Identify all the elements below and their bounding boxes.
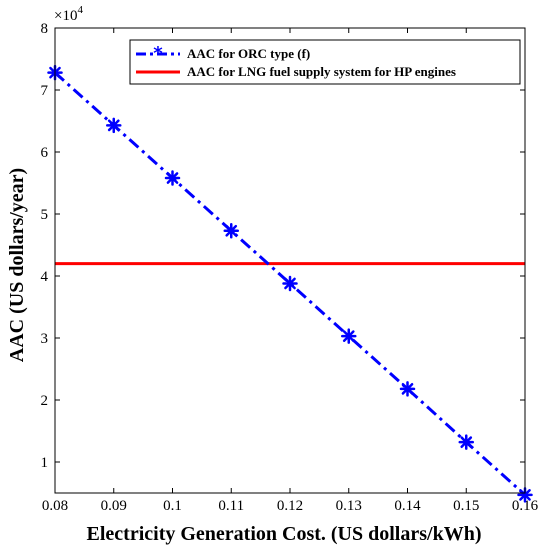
y-tick-label: 6 [41,145,49,161]
marker-stroke [519,489,531,501]
marker-stroke [107,119,120,132]
data-point-orc [458,434,474,450]
x-tick-label: 0.15 [453,498,479,514]
marker-stroke [284,277,296,290]
data-point-orc [223,222,239,239]
legend-marker-asterisk: * [153,43,163,64]
y-tick-label: 3 [41,331,49,347]
x-axis: 0.08 0.09 0.1 0.11 0.12 0.13 0.14 0.15 0.16 [42,28,539,514]
x-tick-label: 0.09 [101,498,127,514]
y-axis: 1 2 3 4 5 6 7 8 [41,21,525,471]
x-tick-label: 0.08 [42,498,68,514]
marker-stroke [225,224,238,237]
legend-box [129,39,521,85]
x-axis-label: Electricity Generation Cost. (US dollars… [87,523,482,545]
plot-area [55,28,525,493]
legend-label-orc: AAC for ORC type (f) [187,46,310,61]
plot-background [55,28,525,493]
x-tick-label: 0.1 [163,498,182,514]
data-point-orc [341,328,357,344]
legend-label-lng: AAC for LNG fuel supply system for HP en… [187,64,456,79]
series-layer [47,64,533,503]
legend: * AAC for ORC type (f) AAC for LNG fuel … [129,39,521,85]
y-tick-label: 5 [41,207,49,223]
x-tick-label: 0.12 [277,498,303,514]
marker-stroke [342,330,355,342]
marker-stroke [460,436,473,449]
y-tick-label: 4 [41,269,49,285]
series-line-orc [53,71,527,496]
data-point-orc [106,117,122,134]
x-tick-label: 0.14 [394,498,421,514]
y-tick-label: 7 [41,83,49,99]
y-axis-multiplier: ×104 [54,4,83,24]
y-axis-label: AAC (US dollars/year) [6,168,28,362]
marker-stroke [166,172,179,184]
data-point-orc [164,170,181,186]
x-tick-label: 0.16 [512,498,539,514]
marker-stroke [401,382,414,395]
plot-border [54,27,526,494]
y-tick-label: 2 [41,393,49,409]
y-tick-label: 1 [41,455,49,471]
x-tick-label: 0.11 [218,498,244,514]
data-point-orc [399,381,416,397]
data-point-orc [282,275,298,292]
x-tick-label: 0.13 [336,498,362,514]
plot-frame [54,27,526,494]
y-tick-label: 8 [41,21,49,37]
